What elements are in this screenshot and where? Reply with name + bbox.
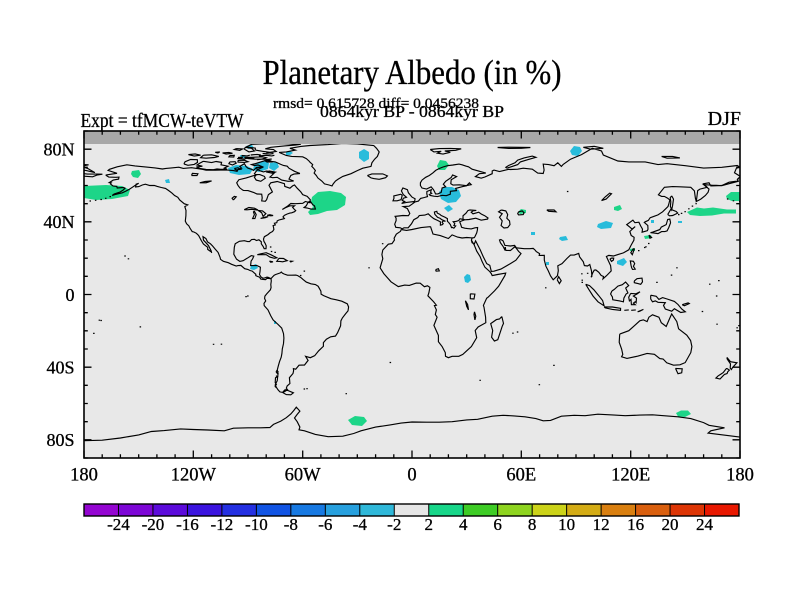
svg-text:60W: 60W [285, 466, 322, 486]
svg-text:-24: -24 [107, 515, 130, 534]
svg-text:40S: 40S [46, 357, 74, 377]
svg-text:Planetary Albedo (in %): Planetary Albedo (in %) [263, 53, 562, 92]
svg-text:40N: 40N [44, 212, 75, 232]
svg-text:2: 2 [424, 515, 433, 534]
svg-text:80N: 80N [44, 139, 75, 159]
svg-text:20: 20 [662, 515, 679, 534]
svg-text:120W: 120W [171, 466, 217, 486]
svg-text:-10: -10 [245, 515, 268, 534]
svg-text:180: 180 [726, 466, 754, 486]
svg-text:-4: -4 [353, 515, 368, 534]
svg-text:-20: -20 [142, 515, 165, 534]
svg-text:16: 16 [627, 515, 644, 534]
svg-text:-6: -6 [318, 515, 332, 534]
svg-text:rmsd= 0.615728 diff= 0.0456238: rmsd= 0.615728 diff= 0.0456238 [273, 96, 479, 112]
svg-text:-8: -8 [284, 515, 298, 534]
svg-text:10: 10 [558, 515, 575, 534]
svg-text:120E: 120E [611, 466, 650, 486]
svg-text:0864kyr BP - 0864kyr BP: 0864kyr BP - 0864kyr BP [320, 102, 504, 121]
svg-text:-12: -12 [211, 515, 234, 534]
svg-text:Expt = tfMCW-teVTW: Expt = tfMCW-teVTW [81, 111, 245, 132]
svg-text:60E: 60E [506, 466, 536, 486]
svg-text:0: 0 [66, 285, 75, 305]
svg-text:-2: -2 [387, 515, 401, 534]
svg-text:24: 24 [696, 515, 714, 534]
svg-text:8: 8 [528, 515, 537, 534]
svg-text:6: 6 [493, 515, 502, 534]
svg-text:12: 12 [593, 515, 610, 534]
svg-text:-16: -16 [176, 515, 199, 534]
svg-text:0: 0 [407, 466, 416, 486]
svg-text:DJF: DJF [708, 108, 741, 130]
svg-text:80S: 80S [46, 430, 74, 450]
svg-text:180: 180 [70, 466, 98, 486]
svg-text:4: 4 [459, 515, 468, 534]
